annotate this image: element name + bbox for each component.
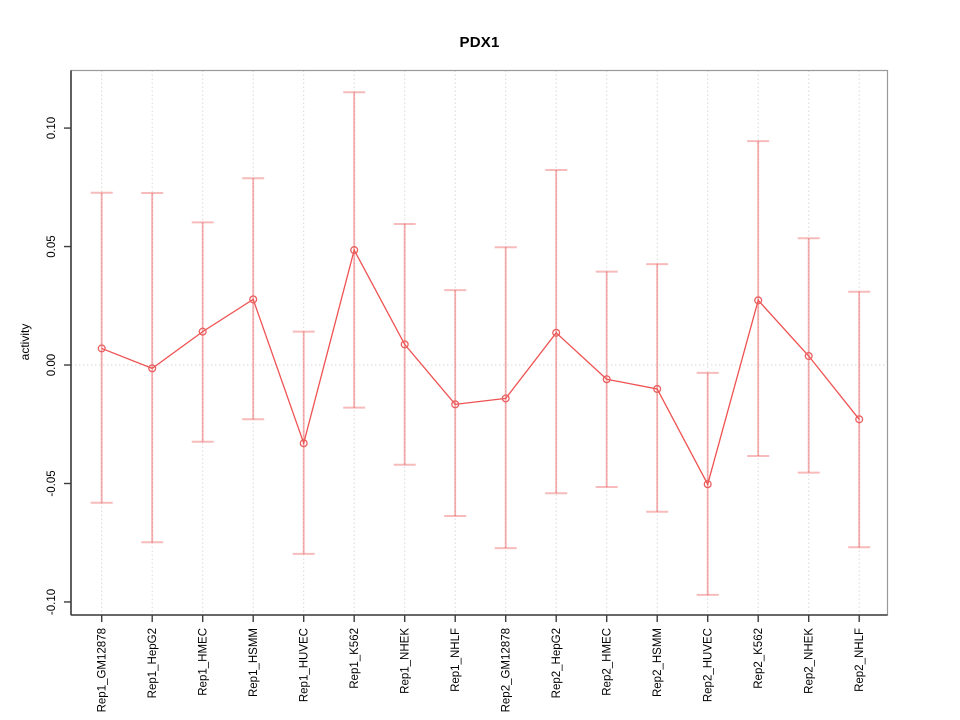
x-tick-label: Rep2_GM12878 (501, 628, 513, 712)
y-tick-label: 0.05 (46, 235, 58, 257)
y-tick-label: 0.00 (46, 354, 58, 376)
series-line (101, 248, 860, 486)
x-tick-label: Rep1_HMEC (198, 628, 210, 696)
x-tick-label: Rep2_HepG2 (551, 628, 563, 698)
x-tick-label: Rep2_K562 (753, 628, 765, 689)
x-tick-label: Rep1_HUVEC (299, 628, 311, 702)
data-point-marker (198, 327, 207, 336)
data-point-marker (400, 340, 409, 349)
x-tick-label: Rep1_NHLF (450, 628, 462, 692)
data-point-marker (804, 351, 813, 361)
data-point-marker (602, 375, 611, 384)
y-tick-label: -0.05 (46, 470, 58, 496)
data-point-marker (703, 480, 712, 489)
y-tick-label: 0.10 (46, 117, 58, 139)
y-tick-label: -0.10 (46, 589, 58, 615)
plot-border (70, 69, 889, 616)
data-point-marker (501, 394, 510, 403)
x-tick-label: Rep1_HepG2 (147, 628, 159, 698)
data-point-marker (552, 328, 561, 337)
x-tick-label: Rep2_HMEC (602, 628, 614, 696)
x-tick-label: Rep2_HSMM (652, 628, 664, 697)
x-tick-label: Rep1_HSMM (248, 628, 260, 697)
data-point-marker (249, 295, 258, 304)
x-tick-label: Rep1_K562 (349, 628, 361, 689)
chart-title: PDX1 (459, 34, 500, 51)
data-point-marker (653, 384, 662, 394)
data-point-marker (350, 246, 359, 255)
x-tick-label: Rep1_GM12878 (97, 628, 109, 712)
data-point-marker (451, 400, 460, 409)
x-tick-label: Rep1_NHEK (400, 628, 412, 694)
x-tick-label: Rep2_NHLF (854, 628, 866, 692)
data-point-marker (148, 364, 157, 373)
data-point-marker (754, 296, 763, 305)
data-point-marker (97, 344, 106, 353)
x-tick-label: Rep2_NHEK (804, 628, 816, 694)
data-point-marker (299, 439, 308, 448)
data-point-marker (855, 415, 864, 424)
x-tick-label: Rep2_HUVEC (703, 628, 715, 702)
